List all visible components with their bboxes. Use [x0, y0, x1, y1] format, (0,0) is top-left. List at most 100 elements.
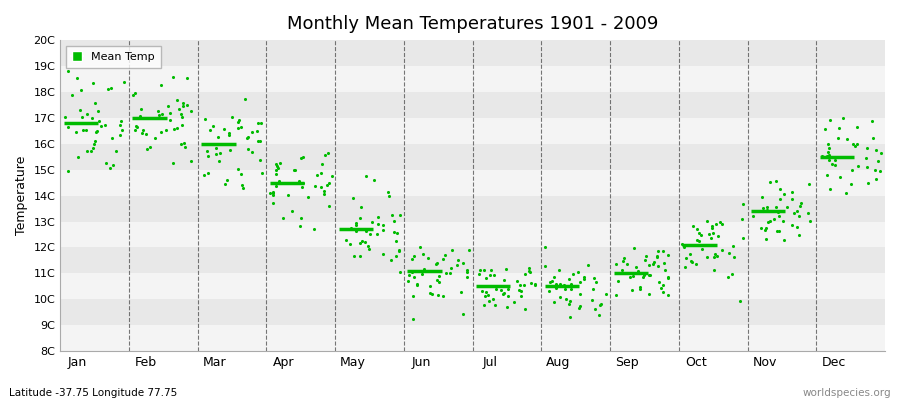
Point — [421, 254, 436, 261]
Point — [472, 271, 486, 278]
Point — [212, 158, 226, 164]
Point — [140, 146, 154, 152]
Point — [317, 191, 331, 197]
Point — [439, 270, 454, 276]
Point — [222, 147, 237, 154]
Point — [661, 252, 675, 258]
Point — [73, 107, 87, 113]
Point — [61, 168, 76, 174]
Point — [209, 144, 223, 151]
Point — [704, 235, 718, 241]
Point — [566, 271, 580, 277]
Point — [773, 186, 788, 193]
Point — [840, 190, 854, 196]
Point — [389, 238, 403, 244]
Point — [500, 304, 514, 310]
Point — [154, 81, 168, 88]
Point — [230, 165, 245, 172]
Point — [821, 149, 835, 155]
Point — [151, 108, 166, 114]
Point — [734, 298, 748, 304]
Point — [126, 92, 140, 98]
Point — [562, 301, 576, 307]
Point — [86, 144, 101, 151]
Point — [271, 164, 285, 171]
Point — [79, 127, 94, 133]
Point — [615, 267, 629, 273]
Point — [221, 130, 236, 137]
Point — [682, 250, 697, 257]
Point — [625, 286, 639, 293]
Point — [269, 161, 284, 168]
Point — [450, 261, 464, 268]
Point — [268, 167, 283, 173]
Point — [702, 231, 716, 238]
Point — [722, 250, 736, 256]
Point — [705, 225, 719, 232]
Point — [366, 177, 381, 183]
Point — [238, 96, 252, 102]
Point — [371, 220, 385, 227]
Point — [255, 170, 269, 176]
Point — [287, 166, 302, 173]
Point — [479, 275, 493, 281]
Text: Latitude -37.75 Longitude 77.75: Latitude -37.75 Longitude 77.75 — [9, 388, 177, 398]
Point — [87, 138, 102, 144]
Point — [314, 184, 328, 190]
Point — [392, 269, 407, 275]
Point — [653, 285, 668, 291]
Point — [249, 128, 264, 134]
Point — [392, 248, 406, 254]
Point — [349, 222, 364, 228]
Point — [444, 265, 458, 272]
Point — [401, 272, 416, 278]
Point — [572, 268, 586, 275]
Point — [558, 286, 572, 292]
Point — [543, 279, 557, 286]
Point — [98, 122, 112, 128]
Point — [295, 154, 310, 160]
Point — [87, 100, 102, 107]
Point — [843, 180, 858, 187]
Point — [662, 275, 676, 281]
Point — [353, 240, 367, 246]
Point — [662, 292, 676, 298]
Point — [487, 272, 501, 278]
Point — [694, 232, 708, 238]
Point — [410, 280, 424, 287]
Point — [253, 157, 267, 163]
Point — [481, 292, 495, 298]
Bar — [60, 273, 885, 299]
Point — [679, 264, 693, 270]
Point — [680, 254, 694, 261]
Point — [220, 177, 235, 184]
Point — [823, 186, 837, 192]
Point — [359, 173, 374, 179]
Point — [436, 255, 450, 262]
Point — [176, 103, 191, 110]
Point — [117, 79, 131, 85]
Point — [429, 261, 444, 267]
Point — [287, 167, 302, 174]
Point — [184, 158, 198, 164]
Point — [325, 173, 339, 180]
Point — [462, 247, 476, 254]
Point — [572, 305, 587, 312]
Point — [706, 230, 720, 236]
Point — [620, 261, 634, 267]
Point — [161, 103, 176, 110]
Point — [628, 264, 643, 270]
Point — [372, 214, 386, 221]
Point — [346, 253, 361, 260]
Y-axis label: Temperature: Temperature — [15, 156, 28, 235]
Point — [269, 171, 284, 177]
Point — [860, 164, 875, 170]
Point — [254, 120, 268, 126]
Point — [370, 231, 384, 237]
Bar — [60, 196, 885, 222]
Point — [405, 269, 419, 275]
Point — [103, 164, 117, 171]
Point — [832, 174, 847, 180]
Point — [869, 147, 884, 154]
Point — [791, 232, 806, 238]
